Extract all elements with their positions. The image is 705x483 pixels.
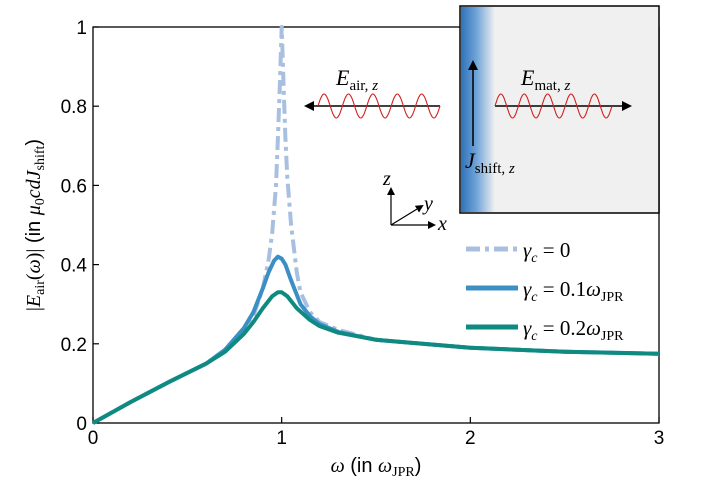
- plot-area: [92, 26, 660, 424]
- x-axis-label: ω (in ωJPR): [331, 455, 422, 480]
- axis-y-label: y: [422, 193, 433, 215]
- legend-label-gamma-02: γc = 0.2ωJPR: [523, 316, 624, 344]
- legend-label-gamma-0: γc = 0: [523, 238, 570, 266]
- x-tick-label: 0: [88, 428, 99, 449]
- e-mat-wave: [494, 93, 613, 119]
- y-tick-label: 0.2: [61, 335, 87, 356]
- inset-diagram: Eair, z Emat, z Jshift, z z y x: [304, 5, 660, 235]
- series-group: [92, 25, 660, 425]
- y-tick-label: 0: [76, 414, 87, 435]
- material-edge: [461, 7, 495, 212]
- axis-z-label: z: [382, 168, 391, 190]
- j-shift-label: Jshift, z: [465, 148, 515, 177]
- x-axis-ticks: 0 1 2 3: [88, 417, 665, 449]
- x-tick-label: 1: [276, 428, 287, 449]
- y-tick-label: 0.6: [61, 176, 87, 197]
- e-mat-label: Emat, z: [520, 65, 570, 94]
- legend: γc = 0 γc = 0.1ωJPR γc = 0.2ωJPR: [466, 238, 624, 344]
- x-tick-label: 3: [654, 428, 665, 449]
- y-axis-label: |Eair(ω)| (in μ0cdJshift): [23, 139, 48, 311]
- e-air-wave: [317, 93, 441, 119]
- axis-x-label: x: [437, 213, 447, 235]
- series-line-2: [92, 290, 660, 425]
- e-air-label: Eair, z: [335, 65, 378, 94]
- y-tick-label: 0.4: [61, 256, 88, 277]
- x-tick-label: 2: [465, 428, 476, 449]
- y-tick-label: 0.8: [61, 97, 87, 118]
- legend-label-gamma-01: γc = 0.1ωJPR: [523, 277, 624, 305]
- coordinate-axes: z y x: [382, 168, 447, 235]
- y-tick-label: 1: [76, 18, 87, 39]
